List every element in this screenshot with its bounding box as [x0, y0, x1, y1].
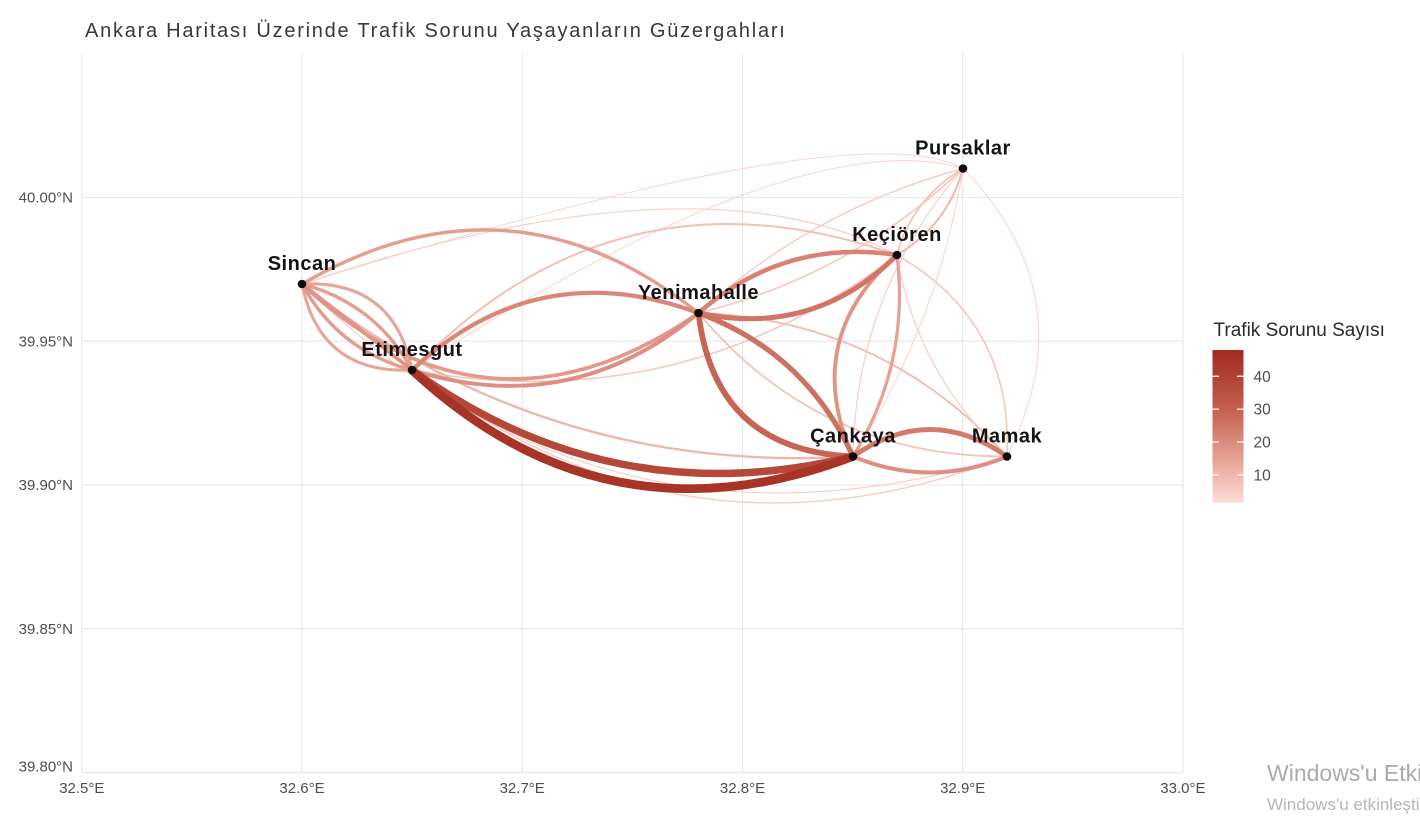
svg-text:32.7°E: 32.7°E	[500, 780, 545, 797]
svg-text:32.8°E: 32.8°E	[720, 780, 765, 797]
svg-text:32.5°E: 32.5°E	[59, 780, 104, 797]
svg-text:Pursaklar: Pursaklar	[915, 138, 1011, 160]
svg-text:40: 40	[1254, 369, 1272, 386]
svg-text:Etimesgut: Etimesgut	[361, 339, 462, 361]
svg-text:39.80°N: 39.80°N	[19, 759, 73, 776]
svg-text:32.6°E: 32.6°E	[279, 780, 324, 797]
svg-text:Trafik Sorunu Sayısı: Trafik Sorunu Sayısı	[1214, 320, 1385, 341]
svg-text:Keçiören: Keçiören	[852, 224, 942, 246]
svg-text:39.90°N: 39.90°N	[19, 477, 73, 494]
svg-text:Ankara Haritası Üzerinde Trafi: Ankara Haritası Üzerinde Trafik Sorunu Y…	[85, 20, 787, 42]
svg-text:Windows'u Etkinleştir: Windows'u Etkinleştir	[1267, 760, 1420, 786]
svg-text:33.0°E: 33.0°E	[1160, 780, 1205, 797]
svg-text:32.9°E: 32.9°E	[940, 780, 985, 797]
svg-text:20: 20	[1254, 435, 1272, 452]
svg-text:Sincan: Sincan	[268, 253, 337, 275]
svg-text:39.85°N: 39.85°N	[19, 621, 73, 638]
svg-text:Çankaya: Çankaya	[810, 426, 896, 448]
svg-text:30: 30	[1254, 402, 1272, 419]
svg-text:40.00°N: 40.00°N	[19, 190, 73, 207]
svg-text:Yenimahalle: Yenimahalle	[638, 282, 759, 304]
svg-text:39.95°N: 39.95°N	[19, 333, 73, 350]
svg-text:Windows'u etkinleştirmek için: Windows'u etkinleştirmek için Ayarlar'a …	[1267, 795, 1420, 814]
svg-text:10: 10	[1254, 467, 1272, 484]
svg-text:Mamak: Mamak	[972, 426, 1043, 448]
